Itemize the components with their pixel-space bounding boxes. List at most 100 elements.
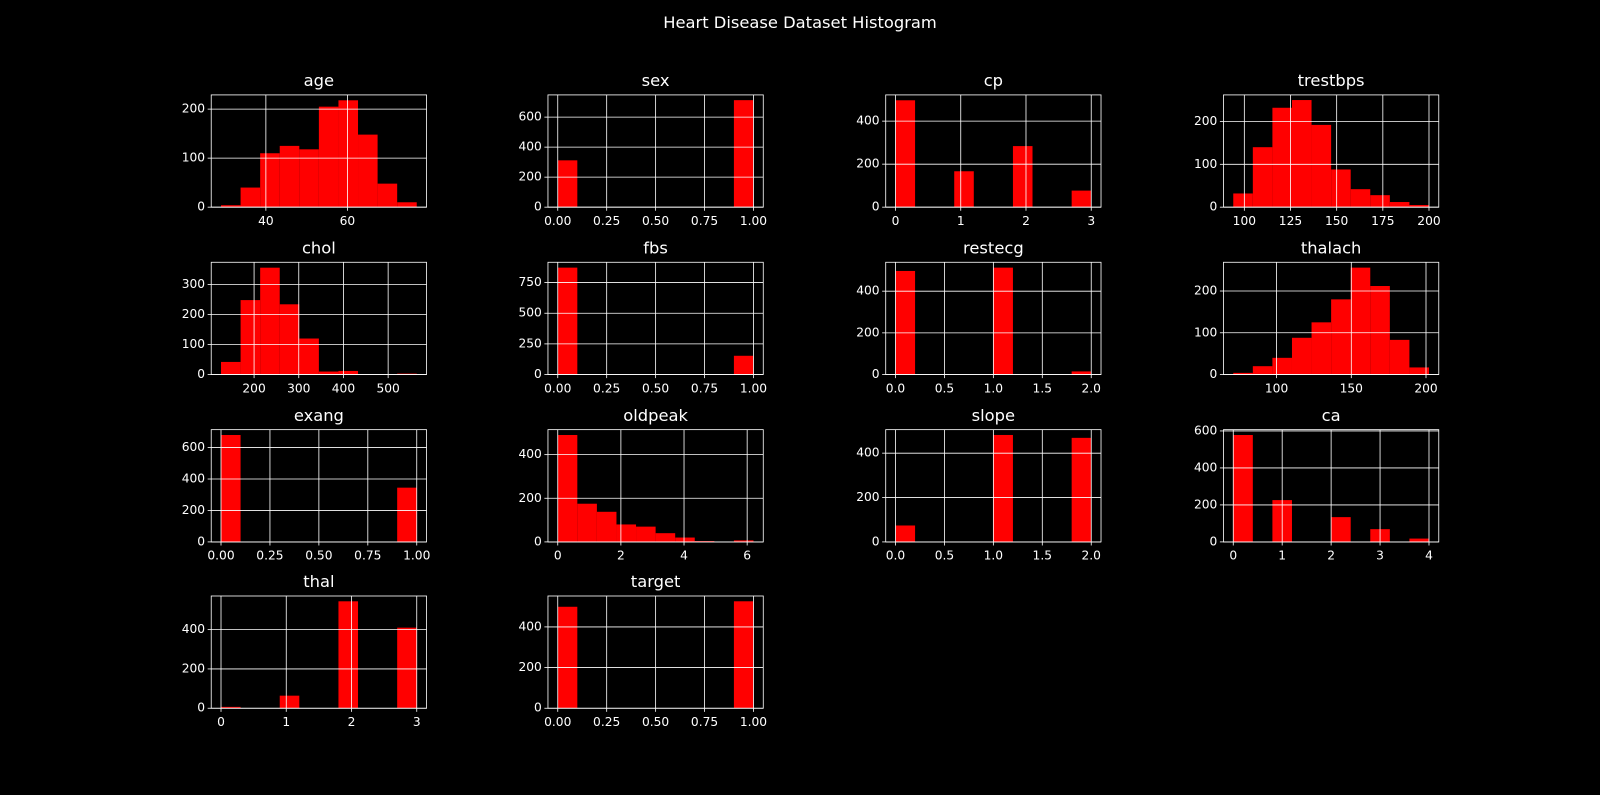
bar (221, 434, 241, 542)
x-tick-label: 1 (1278, 549, 1286, 563)
axes-frame (210, 261, 427, 375)
y-tick-label: 100 (182, 151, 205, 165)
bar (577, 503, 597, 542)
y-tick-label: 100 (182, 337, 205, 351)
x-tick-label: 1.00 (740, 381, 767, 395)
x-tick-label: 1 (282, 715, 290, 729)
y-tick-label: 250 (518, 336, 541, 350)
bar (1252, 366, 1273, 375)
x-tick-label: 0.5 (935, 381, 954, 395)
x-tick-label: 400 (332, 381, 355, 395)
bar (1012, 146, 1033, 208)
bar (279, 145, 300, 208)
bar (397, 487, 417, 542)
x-tick-label: 1.00 (740, 715, 767, 729)
bar (655, 533, 676, 542)
y-tick-label: 400 (856, 114, 879, 128)
y-tick-label: 300 (182, 277, 205, 291)
y-tick-label: 600 (518, 110, 541, 124)
bar (1409, 538, 1429, 542)
bar (1252, 147, 1273, 208)
bar (954, 171, 974, 208)
x-tick-label: 40 (258, 214, 274, 228)
axes-frame (210, 595, 427, 709)
x-tick-label: 1.0 (984, 381, 1003, 395)
y-tick-label: 600 (182, 440, 205, 454)
y-tick-label: 200 (518, 170, 541, 184)
bar (596, 511, 617, 542)
bar (1331, 299, 1351, 375)
subplot-title: restecg (963, 239, 1024, 258)
y-tick-label: 200 (518, 491, 541, 505)
x-tick-label: 0 (217, 715, 225, 729)
subplot-title: oldpeak (623, 406, 688, 425)
bar (299, 149, 319, 208)
x-tick-label: 0.75 (691, 715, 718, 729)
axes-frame (885, 261, 1102, 375)
x-tick-label: 0.0 (886, 549, 905, 563)
y-tick-label: 0 (534, 200, 542, 214)
bar (397, 627, 417, 709)
bar (733, 601, 754, 709)
x-tick-label: 6 (743, 549, 751, 563)
x-tick-label: 2 (1022, 214, 1030, 228)
y-tick-label: 0 (872, 200, 880, 214)
subplot-title: age (304, 71, 334, 90)
x-tick-label: 200 (242, 381, 265, 395)
x-tick-label: 4 (680, 549, 688, 563)
y-tick-label: 400 (182, 622, 205, 636)
y-tick-label: 100 (1194, 157, 1217, 171)
subplot-title: trestbps (1298, 71, 1365, 90)
y-tick-label: 200 (182, 661, 205, 675)
axes-frame (547, 429, 764, 543)
x-tick-label: 3 (1376, 549, 1384, 563)
y-tick-label: 200 (182, 503, 205, 517)
y-tick-label: 750 (518, 275, 541, 289)
y-tick-label: 200 (1194, 497, 1217, 511)
x-tick-label: 0.00 (207, 549, 234, 563)
bar (675, 537, 695, 542)
x-tick-label: 4 (1425, 549, 1433, 563)
bar (1331, 169, 1351, 208)
bar (557, 434, 578, 542)
subplot-title: ca (1322, 406, 1341, 425)
x-tick-label: 0 (892, 214, 900, 228)
x-tick-label: 0.25 (256, 549, 283, 563)
x-tick-label: 1 (957, 214, 965, 228)
bar (338, 601, 359, 709)
bar (1389, 339, 1410, 375)
bar (1291, 100, 1312, 208)
bar (694, 541, 715, 542)
y-tick-label: 200 (1194, 284, 1217, 298)
x-tick-label: 150 (1325, 214, 1348, 228)
y-tick-label: 200 (182, 102, 205, 116)
x-tick-label: 0.00 (544, 381, 571, 395)
y-tick-label: 200 (182, 307, 205, 321)
bar (299, 338, 319, 375)
x-tick-label: 0 (1229, 549, 1237, 563)
x-tick-label: 3 (1087, 214, 1095, 228)
bar (1350, 267, 1371, 375)
x-tick-label: 125 (1279, 214, 1302, 228)
bar (1409, 367, 1429, 375)
x-tick-label: 0.25 (593, 214, 620, 228)
figure-title: Heart Disease Dataset Histogram (663, 13, 937, 32)
y-tick-label: 200 (1194, 114, 1217, 128)
bar (1291, 337, 1312, 375)
bar (1233, 193, 1253, 208)
y-tick-label: 0 (1210, 367, 1218, 381)
x-tick-label: 3 (413, 715, 421, 729)
axes-frame (885, 94, 1102, 208)
y-tick-label: 0 (197, 367, 205, 381)
subplot-title: target (631, 572, 681, 591)
x-tick-label: 2.0 (1082, 381, 1101, 395)
x-tick-label: 2 (348, 715, 356, 729)
y-tick-label: 0 (197, 701, 205, 715)
x-tick-label: 0.00 (544, 214, 571, 228)
x-tick-label: 0 (554, 549, 562, 563)
bar (1370, 286, 1390, 375)
bar (557, 267, 578, 375)
bar (1370, 195, 1390, 208)
y-tick-label: 400 (518, 140, 541, 154)
x-tick-label: 175 (1371, 214, 1394, 228)
